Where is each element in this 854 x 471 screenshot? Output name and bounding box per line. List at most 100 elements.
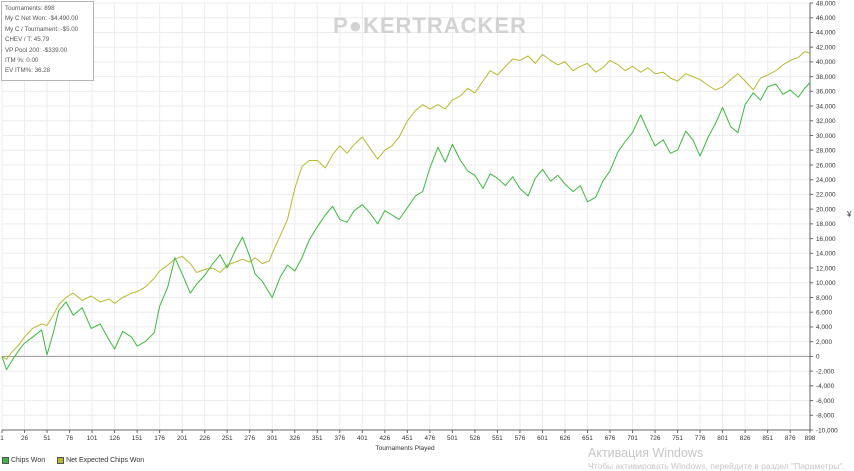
y-tick-label: 24,000 (816, 177, 836, 184)
x-tick-label: 898 (805, 435, 816, 442)
y-tick-label: 2,000 (816, 339, 832, 346)
y-tick-label: -8,000 (816, 413, 835, 420)
poker-chip-icon: ● (348, 13, 363, 38)
y-tick-label: 44,000 (816, 30, 836, 37)
x-tick-label: 601 (537, 435, 548, 442)
x-tick-label: 301 (267, 435, 278, 442)
x-tick-label: 101 (87, 435, 98, 442)
stats-box: Tournaments: 898 My C Net Won: -$4,490.0… (1, 1, 94, 81)
series-lines (1, 51, 811, 371)
y-tick-label: 8,000 (816, 295, 832, 302)
y-tick-label: -10,000 (816, 427, 838, 434)
series-line-chips-won (1, 82, 811, 371)
y-tick-label: 34,000 (816, 103, 836, 110)
y-tick-label: 18,000 (816, 221, 836, 228)
y-tick-label: 42,000 (816, 44, 836, 51)
y-tick-label: -2,000 (816, 368, 835, 375)
x-tick-label: 51 (43, 435, 51, 442)
x-tick-label: 226 (199, 435, 210, 442)
legend-swatch-chips-won (2, 457, 9, 464)
axes (1, 2, 813, 433)
stat-chev-t: CHEV / T: 45.79 (5, 36, 50, 44)
stat-vp-pool: VP Pool 200: -$339.00 (5, 46, 68, 54)
x-tick-label: 451 (402, 435, 413, 442)
y-tick-label: 30,000 (816, 133, 836, 140)
x-tick-label: 876 (785, 435, 796, 442)
legend-swatch-net-expected (57, 457, 65, 464)
watermark-left: P (333, 13, 349, 38)
stat-net-won: My C Net Won: -$4,490.00 (5, 15, 79, 23)
y-tick-label: 22,000 (816, 192, 836, 199)
y-tick-label: 16,000 (816, 236, 836, 243)
legend-label-net-expected: Net Expected Chips Won (66, 457, 145, 464)
x-tick-label: 276 (244, 435, 255, 442)
y-tick-label: 32,000 (816, 118, 836, 125)
x-tick-label: 201 (177, 435, 188, 442)
y-tick-label: 4,000 (816, 324, 832, 331)
x-tick-label: 376 (334, 435, 345, 442)
y-tick-label: 14,000 (816, 251, 836, 258)
x-tick-label: 726 (650, 435, 661, 442)
x-tick-label: 851 (762, 435, 773, 442)
x-tick-label: 826 (740, 435, 751, 442)
y-tick-label: 46,000 (816, 15, 836, 22)
x-tick-label: 701 (627, 435, 638, 442)
stat-itm: ITM %: 0.00 (5, 57, 39, 65)
watermark-right: KERTRACKER (362, 13, 527, 38)
y-tick-label: 12,000 (816, 265, 836, 272)
x-tick-label: 676 (605, 435, 616, 442)
x-tick-label: 626 (560, 435, 571, 442)
legend-item-net-expected[interactable]: Net Expected Chips Won (57, 457, 144, 464)
x-tick-label: 126 (109, 435, 120, 442)
y-tick-label: 48,000 (816, 0, 836, 7)
series-line-net-expected (1, 51, 811, 360)
y-tick-label: 26,000 (816, 162, 836, 169)
x-tick-label: 526 (470, 435, 481, 442)
x-tick-label: 426 (379, 435, 390, 442)
x-tick-label: 1 (0, 435, 4, 442)
y-tick-labels: -10,000 -8,000 -6,000 -4,000 -2,000 0 2,000 4,0… (816, 0, 838, 434)
stat-ev-itm: EV ITM%: 36.28 (5, 67, 51, 75)
x-tick-label: 151 (132, 435, 143, 442)
y-tick-label: 6,000 (816, 310, 832, 317)
x-tick-label: 176 (154, 435, 165, 442)
x-tick-label: 576 (515, 435, 526, 442)
stat-tournaments: Tournaments: 898 (5, 5, 55, 12)
side-glyph: ¥ (847, 210, 852, 219)
legend: Chips Won Net Expected Chips Won (2, 457, 144, 464)
x-tick-label: 776 (695, 435, 706, 442)
x-tick-label: 326 (289, 435, 300, 442)
x-tick-label: 251 (222, 435, 233, 442)
legend-item-chips-won[interactable]: Chips Won (2, 457, 45, 464)
y-tick-label: 38,000 (816, 74, 836, 81)
windows-activation-subtitle: Чтобы активировать Windows, перейдите в … (588, 461, 845, 471)
x-axis-label: Tournaments Played (375, 445, 435, 452)
x-tick-label: 26 (21, 435, 29, 442)
windows-activation-title: Активация Windows (588, 446, 704, 460)
y-tick-label: 28,000 (816, 148, 836, 155)
x-tick-label: 501 (447, 435, 458, 442)
y-tick-label: -6,000 (816, 398, 835, 405)
x-tick-labels: 1 26 51 76 101 126 151 176 201 226 251 276 301 326 351… (0, 435, 816, 442)
plot-area (2, 3, 810, 430)
windows-activation-watermark: Активация Windows Чтобы активировать Win… (588, 446, 845, 471)
y-tick-label: 0 (816, 354, 820, 361)
y-tick-label: 20,000 (816, 206, 836, 213)
y-tick-label: 36,000 (816, 89, 836, 96)
stat-per-tournament: My C / Tournament: -$5.00 (5, 25, 79, 33)
x-tick-label: 551 (492, 435, 503, 442)
legend-label-chips-won: Chips Won (11, 457, 46, 464)
x-tick-label: 351 (312, 435, 323, 442)
y-tick-label: 40,000 (816, 59, 836, 66)
x-tick-label: 401 (357, 435, 368, 442)
x-tick-label: 651 (582, 435, 593, 442)
x-tick-label: 76 (66, 435, 74, 442)
x-tick-label: 801 (717, 435, 728, 442)
y-tick-label: 10,000 (816, 280, 836, 287)
x-tick-label: 751 (672, 435, 683, 442)
grid-lines (1, 2, 811, 431)
pokertracker-watermark: P●KERTRACKER (333, 13, 527, 39)
x-tick-label: 476 (425, 435, 436, 442)
y-tick-label: -4,000 (816, 383, 835, 390)
